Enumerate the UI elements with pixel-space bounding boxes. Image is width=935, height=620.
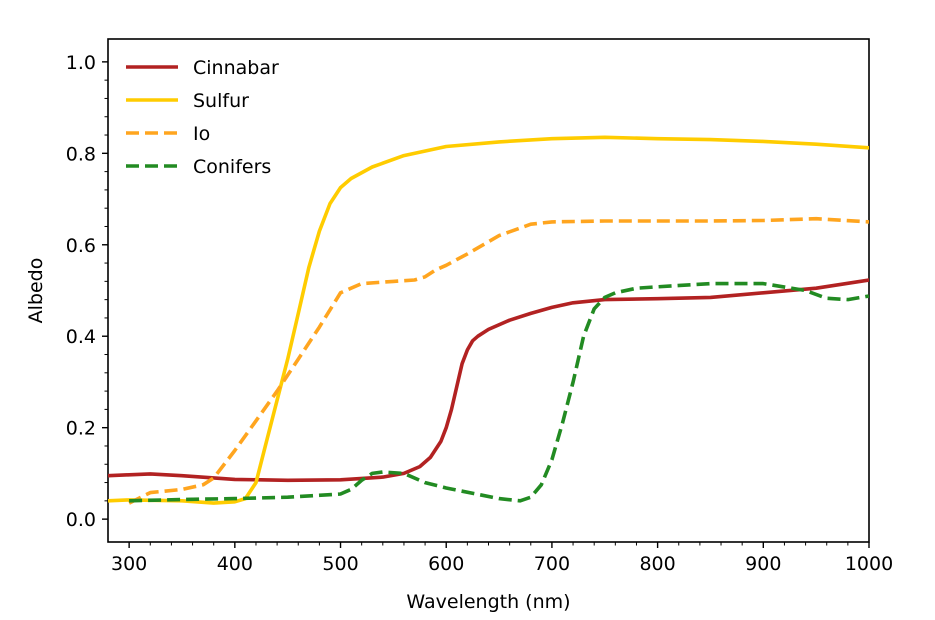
y-tick-label: 0.0 [66,509,96,531]
y-tick-label: 0.2 [66,418,96,440]
legend: Cinnabar Sulfur Io Conifers [126,57,279,178]
x-tick-label: 800 [639,553,675,575]
y-tick-label: 0.4 [66,326,96,348]
series-line-sulfur [108,135,869,505]
y-tick-label: 1.0 [66,52,96,74]
series-line-conifers [129,281,869,503]
legend-label-io: Io [193,123,210,145]
x-tick-label: 900 [745,553,781,575]
x-tick-label: 300 [111,553,147,575]
y-tick-label: 0.6 [66,235,96,257]
y-tick-label: 0.8 [66,143,96,165]
x-tick-label: 600 [428,553,464,575]
x-axis-ticks: 300 400 500 600 700 800 900 1000 [111,542,893,575]
legend-label-cinnabar: Cinnabar [193,57,279,79]
x-axis-label: Wavelength (nm) [406,591,570,613]
x-tick-label: 700 [534,553,570,575]
y-axis-ticks: 0.0 0.2 0.4 0.6 0.8 1.0 [66,52,108,531]
series-line-io [128,216,869,505]
x-tick-label: 400 [217,553,253,575]
legend-label-conifers: Conifers [193,156,271,178]
plot-area: 300 400 500 600 700 800 900 1000 0.00.20.40.60.… [66,38,893,575]
x-tick-label: 500 [322,553,358,575]
x-tick-label: 1000 [845,553,893,575]
series-line-cinnabar [108,278,869,483]
series-group [108,135,869,505]
y-axis-label: Albedo [25,258,47,324]
legend-label-sulfur: Sulfur [193,90,249,112]
